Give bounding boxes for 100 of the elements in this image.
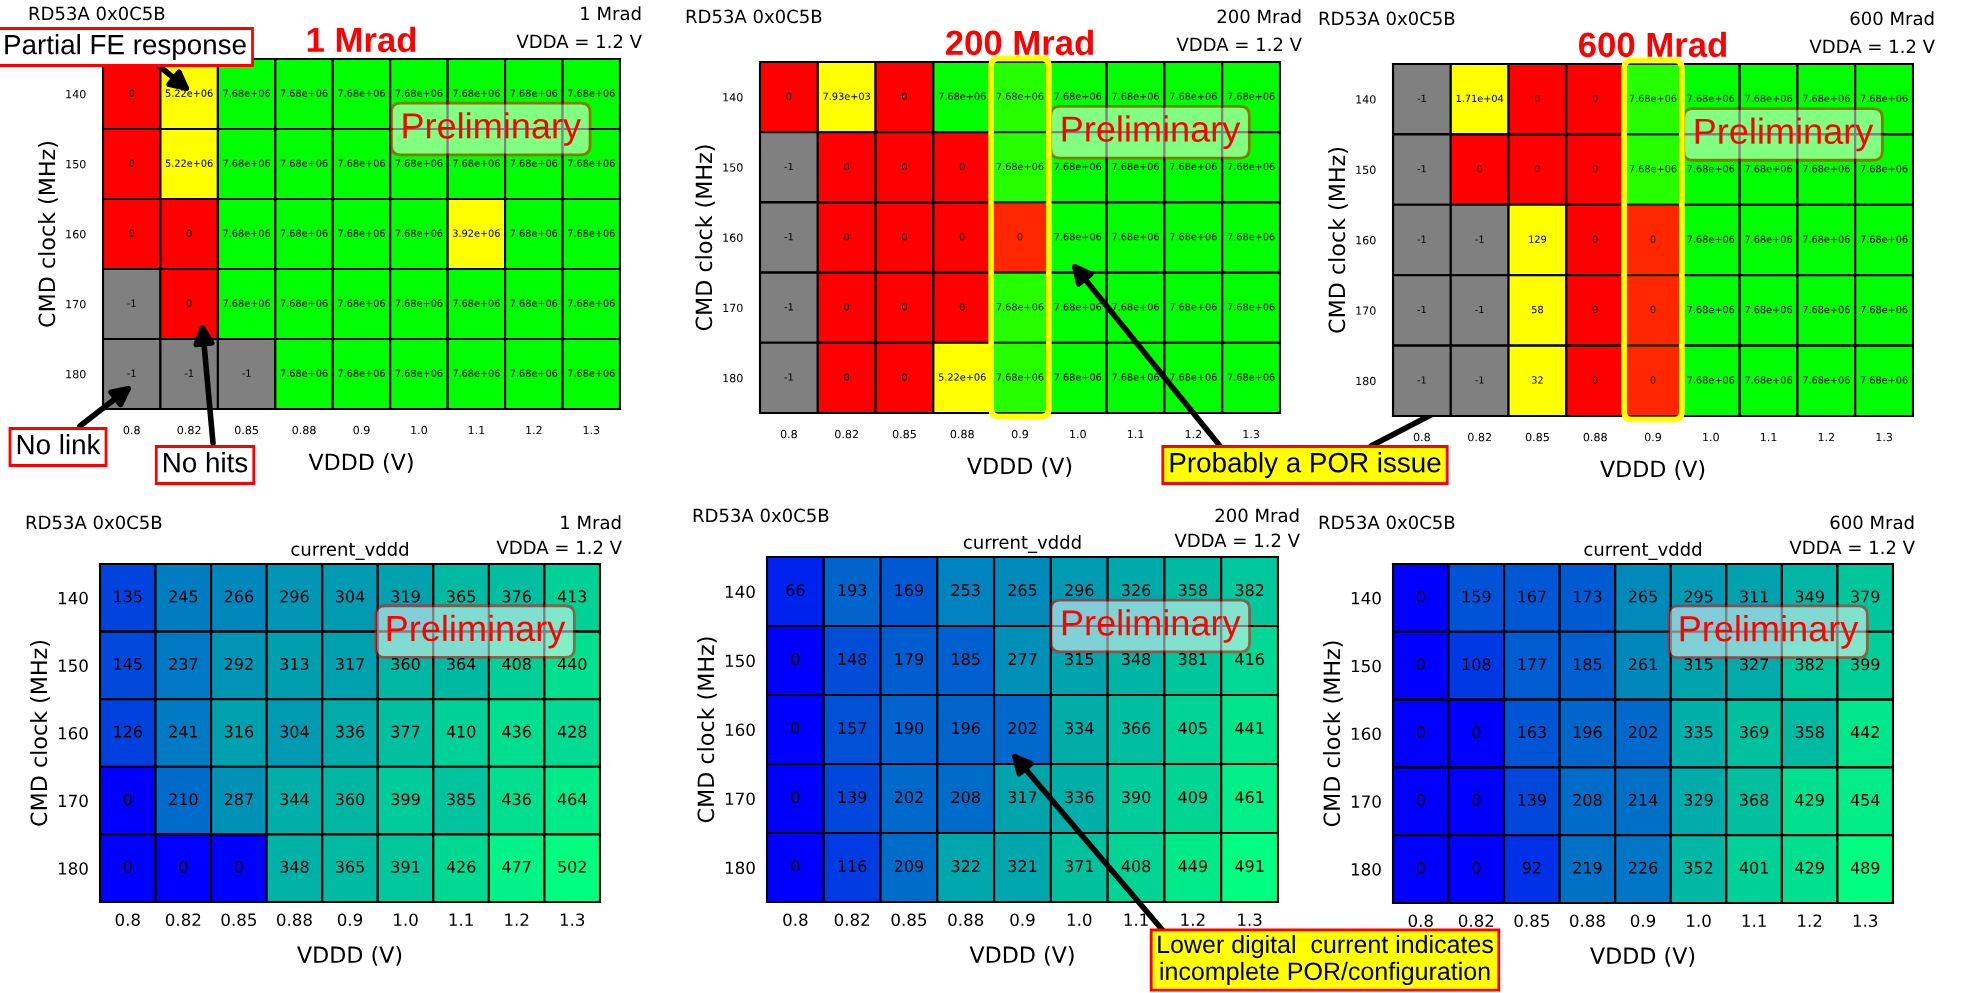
data-label: -1 — [184, 369, 194, 377]
data-label: 0 — [129, 89, 135, 97]
data-label: 360 — [391, 657, 420, 671]
data-label: 0 — [844, 303, 850, 311]
data-label: 0 — [1472, 793, 1481, 806]
data-label: 7.68e+06 — [568, 159, 615, 167]
data-label: 7.68e+06 — [1227, 303, 1275, 311]
data-label: 7.68e+06 — [1745, 94, 1793, 103]
data-label: 226 — [1628, 861, 1658, 874]
x-tick-label: 1.0 — [1070, 429, 1086, 439]
data-label: 139 — [1518, 793, 1547, 806]
x-tick-label: 0.82 — [834, 913, 870, 927]
y-tick-label: 140 — [58, 591, 88, 605]
data-label: 7.68e+06 — [1803, 305, 1850, 314]
data-label: 464 — [557, 793, 587, 806]
y-tick-label: 150 — [1351, 659, 1381, 673]
data-label: 0 — [1416, 726, 1425, 739]
y-tick-label: 180 — [58, 862, 88, 875]
data-label: 461 — [1235, 791, 1264, 804]
data-label: 0 — [791, 722, 800, 735]
data-label: 7.68e+06 — [1803, 94, 1850, 103]
y-tick-label: 170 — [725, 792, 755, 806]
data-label: 413 — [557, 590, 587, 603]
data-label: 0 — [1416, 590, 1425, 603]
data-label: 266 — [224, 590, 254, 603]
data-label: 7.68e+06 — [338, 229, 385, 237]
text: RD53A 0x0C5B — [693, 508, 829, 523]
y-tick-label: 140 — [1351, 591, 1381, 605]
data-label: 148 — [838, 653, 867, 666]
data-label: 296 — [280, 590, 309, 603]
data-label: 241 — [169, 725, 198, 738]
text: VDDA = 1.2 V — [1809, 39, 1935, 53]
data-label: 7.68e+06 — [1227, 92, 1275, 100]
data-label: 0 — [1477, 165, 1483, 173]
y-tick-label: 160 — [58, 726, 88, 740]
data-label: 0 — [791, 653, 800, 666]
data-label: 7.68e+06 — [1687, 94, 1735, 103]
data-label: 145 — [114, 658, 142, 671]
data-label: 381 — [1178, 653, 1207, 666]
data-label: 7.68e+06 — [453, 159, 500, 167]
data-label: 336 — [335, 725, 365, 738]
x-axis-title: VDDD (V) — [1590, 946, 1695, 967]
data-label: 348 — [280, 860, 309, 873]
data-label: 0 — [1592, 94, 1598, 103]
data-label: 157 — [838, 722, 867, 735]
data-label: 0 — [186, 299, 192, 307]
data-label: 313 — [280, 657, 309, 671]
x-tick-label: 1.3 — [1853, 914, 1878, 928]
data-label: 352 — [1684, 861, 1713, 874]
data-label: 336 — [1065, 791, 1094, 804]
data-label: 7.68e+06 — [1112, 373, 1160, 381]
data-label: 0 — [1592, 235, 1598, 243]
data-label: 261 — [1628, 658, 1657, 671]
data-label: 391 — [391, 860, 420, 873]
data-label: 0 — [1592, 305, 1598, 314]
x-tick-label: 1.3 — [1243, 429, 1260, 439]
x-tick-label: 0.82 — [177, 425, 201, 435]
data-label: 7.68e+06 — [338, 89, 385, 97]
data-label: 358 — [1795, 726, 1824, 739]
y-tick-label: 170 — [66, 299, 86, 309]
data-label: 441 — [1235, 722, 1264, 734]
x-tick-label: 0.88 — [950, 429, 974, 439]
x-tick-label: 1.0 — [1687, 914, 1711, 928]
data-label: 382 — [1235, 584, 1264, 597]
data-label: 7.68e+06 — [1860, 94, 1908, 103]
data-label: 0 — [1650, 376, 1656, 384]
data-label: 167 — [1518, 590, 1546, 603]
data-label: 7.68e+06 — [1629, 165, 1677, 173]
data-label: 139 — [838, 791, 867, 804]
data-label: 0 — [901, 303, 907, 311]
x-tick-label: 0.9 — [1630, 914, 1656, 928]
data-label: 208 — [1573, 793, 1602, 806]
data-label: 385 — [447, 793, 475, 806]
data-label: 7.68e+06 — [996, 92, 1044, 100]
data-label: 32 — [1532, 376, 1543, 384]
text: No link — [17, 434, 101, 455]
data-label: 371 — [1065, 860, 1094, 873]
data-label: 0 — [786, 92, 792, 100]
data-label: 477 — [502, 860, 531, 873]
data-label: 311 — [1740, 590, 1768, 603]
data-label: 7.68e+06 — [395, 299, 443, 307]
data-label: 0 — [1534, 165, 1540, 173]
data-label: 5.22e+06 — [938, 373, 986, 381]
data-label: 0 — [1416, 793, 1425, 806]
text: VDDA = 1.2 V — [496, 540, 622, 554]
data-label: 7.68e+06 — [1860, 165, 1908, 173]
data-label: 7.68e+06 — [510, 299, 558, 307]
y-tick-label: 180 — [1351, 863, 1381, 876]
chart-title: 1 Mrad — [307, 26, 416, 53]
data-label: 58 — [1532, 305, 1543, 314]
data-label: 253 — [951, 584, 980, 597]
data-label: 177 — [1518, 658, 1546, 671]
chart-title: 600 Mrad — [1579, 31, 1726, 58]
data-label: 7.68e+06 — [1112, 303, 1160, 311]
text: VDDA = 1.2 V — [1174, 533, 1300, 547]
chart-title: current_vddd — [291, 541, 408, 560]
data-label: 7.68e+06 — [395, 89, 443, 97]
data-label: 7.68e+06 — [338, 299, 385, 307]
data-label: 265 — [1628, 590, 1657, 603]
data-label: 7.68e+06 — [1112, 232, 1160, 241]
